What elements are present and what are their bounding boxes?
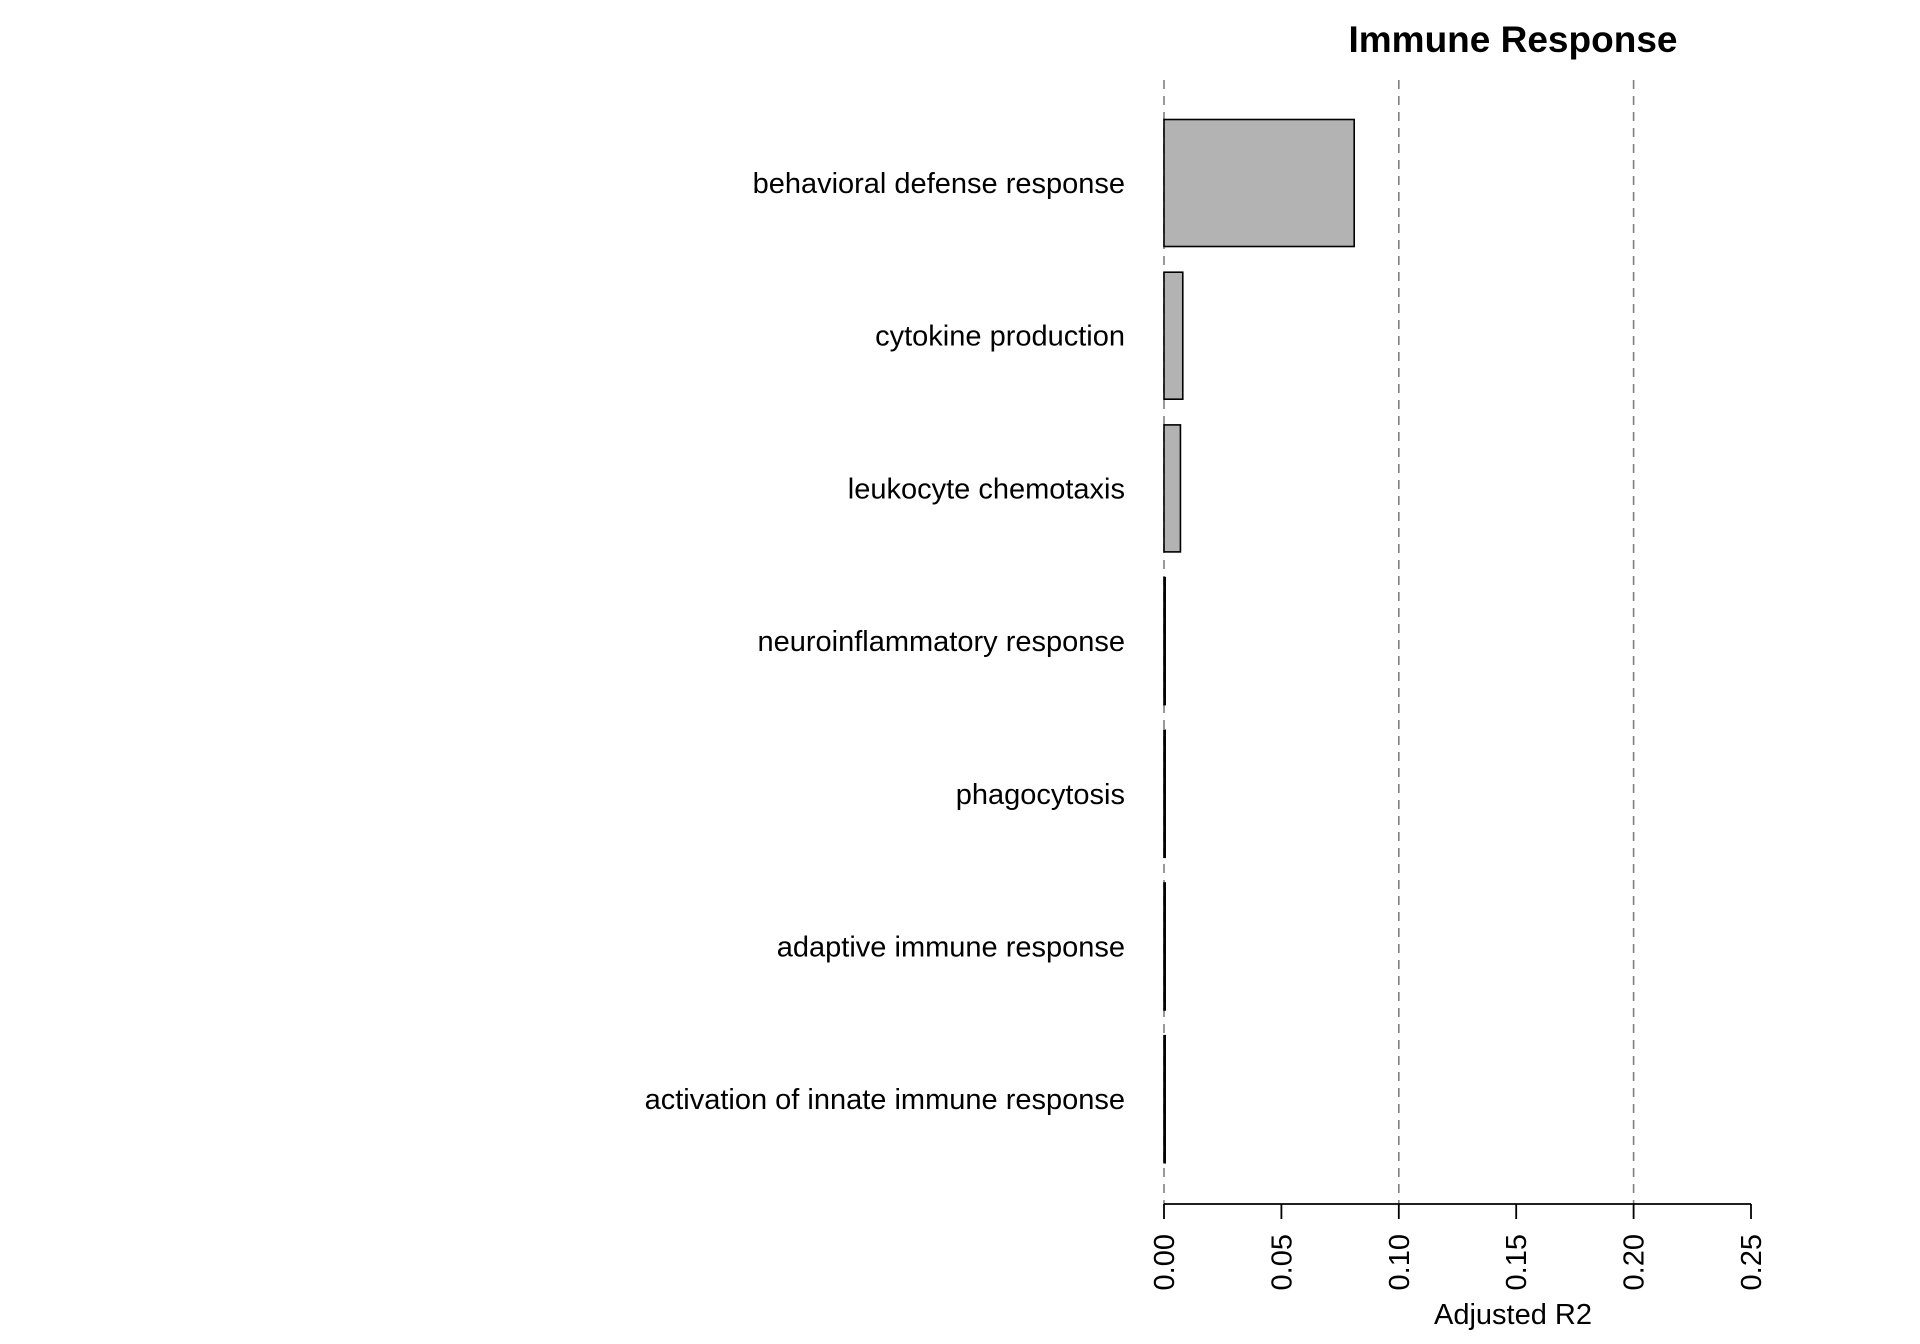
bar [1163, 729, 1166, 859]
x-tick-label: 0.25 [1736, 1234, 1768, 1290]
category-label: cytokine production [875, 321, 1125, 353]
x-tick-label: 0.05 [1266, 1234, 1298, 1290]
x-axis-title: Adjusted R2 [1434, 1299, 1592, 1331]
bar [1163, 1034, 1166, 1164]
bar [1163, 576, 1166, 706]
x-tick-label: 0.15 [1501, 1234, 1533, 1290]
bars [1163, 118, 1355, 1164]
x-tick-label: 0.00 [1149, 1234, 1181, 1290]
category-labels: behavioral defense response cytokine prod… [645, 168, 1125, 1116]
x-axis: 0.00 0.05 0.10 0.15 0.20 0.25 [1149, 1203, 1768, 1290]
bar [1163, 118, 1355, 248]
chart-title: Immune Response [1349, 19, 1678, 60]
bar [1163, 271, 1184, 401]
x-tick-label: 0.20 [1619, 1234, 1651, 1290]
category-label: phagocytosis [956, 779, 1125, 811]
category-label: adaptive immune response [777, 932, 1125, 964]
reference-lines [1163, 80, 1635, 1204]
bar [1163, 882, 1166, 1011]
category-label: behavioral defense response [753, 168, 1125, 200]
x-tick-label: 0.10 [1384, 1234, 1416, 1290]
category-label: neuroinflammatory response [757, 626, 1125, 658]
category-label: leukocyte chemotaxis [848, 473, 1125, 505]
category-label: activation of innate immune response [645, 1084, 1125, 1116]
bar [1163, 424, 1182, 553]
